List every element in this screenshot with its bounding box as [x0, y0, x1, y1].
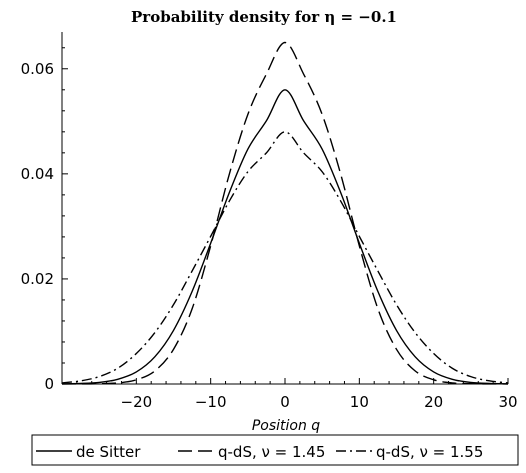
x-tick-label: −10	[195, 393, 227, 411]
x-axis-label: Position q	[252, 418, 320, 434]
legend: de Sitter q-dS, ν = 1.45 q-dS, ν = 1.55	[31, 434, 519, 466]
chart-title: Probability density for η = −0.1	[131, 8, 397, 26]
x-tick-label: −20	[121, 393, 153, 411]
y-tick-label: 0.04	[21, 165, 54, 183]
y-tick-label: 0	[44, 375, 54, 393]
x-tick-label: 10	[350, 393, 369, 411]
x-tick-label: 30	[498, 393, 517, 411]
legend-box	[31, 434, 519, 466]
series-line-3	[61, 131, 509, 384]
series-line-1	[61, 89, 509, 385]
curves	[61, 41, 509, 385]
legend-label-2: q-dS, ν = 1.45	[218, 443, 325, 461]
legend-label-1: de Sitter	[76, 443, 141, 461]
x-tick-label: 0	[280, 393, 290, 411]
x-tick-label: 20	[424, 393, 443, 411]
legend-label-3: q-dS, ν = 1.55	[376, 443, 483, 461]
y-tick-label: 0.02	[21, 270, 54, 288]
axes: −20 −10 0 10 20 30 0 0.02 0.04 0.06	[21, 32, 518, 411]
series-line-2	[61, 41, 509, 385]
y-tick-label: 0.06	[21, 60, 54, 78]
